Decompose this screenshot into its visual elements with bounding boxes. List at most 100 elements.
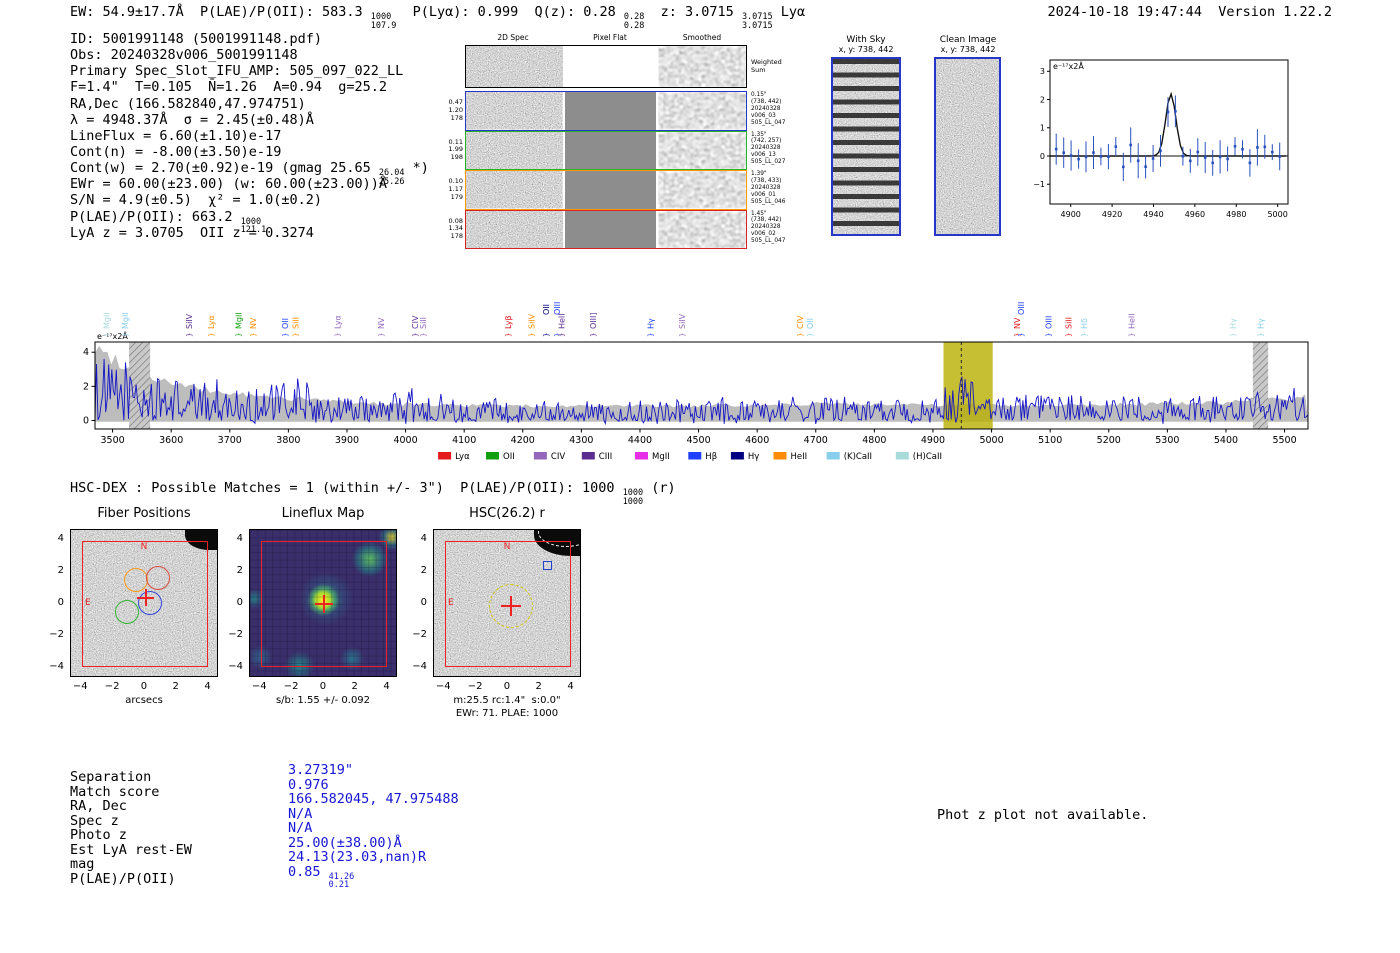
data-point — [1114, 145, 1118, 148]
plae-poii: P(LAE)/P(OII): 663.2 1000 121.1 — [70, 208, 267, 236]
info-line-small: 505_LL_027 — [751, 159, 786, 166]
weight-value: 0.11 — [448, 137, 463, 146]
fiber-circle-green — [115, 600, 139, 624]
line-label: Hγ — [1229, 318, 1238, 329]
line-label: MgII — [103, 312, 112, 329]
line-label-brace: } — [1013, 333, 1021, 337]
data-point — [1226, 157, 1229, 161]
match-field-value: 3.27319" — [288, 762, 354, 778]
weight-value: 0.10 — [448, 177, 463, 186]
data-point — [1248, 161, 1252, 165]
match-table-row: Match score 0.976 — [70, 777, 570, 800]
info-line-small: (742, 257) — [751, 138, 782, 145]
compass-north: N — [140, 542, 148, 552]
info-line-small: 505_LL_046 — [751, 198, 786, 205]
ifu-region-box — [82, 541, 208, 667]
line-label: NV — [249, 317, 258, 329]
fiber-weight-values: 0.11 1.99 198 — [443, 131, 463, 171]
match-table: Separation 3.27319" Match score 0.976 RA, De… — [70, 762, 570, 890]
match-value-text: 0.85 — [288, 863, 329, 880]
data-point — [1084, 155, 1088, 159]
match-field-value: 0.976 — [288, 776, 329, 793]
match-field-label: mag — [70, 856, 95, 873]
x-tick-label: 3500 — [100, 435, 124, 446]
legend-label: (H)CaII — [913, 452, 942, 462]
line-label: OIII — [1044, 316, 1053, 329]
line-label-brace: } — [412, 333, 420, 337]
pixel-flat-image — [564, 210, 656, 248]
spectrum-plot-area — [95, 342, 1308, 429]
x-tick-label: 5200 — [1097, 435, 1121, 446]
x-tick-label: 2 — [351, 681, 358, 692]
smoothed-col-header: Smoothed — [682, 33, 722, 42]
legend-label: Lyα — [455, 452, 470, 462]
cont-w: Cont(w) = 2.70(±0.92)e-19 (gmag 25.65 26… — [70, 160, 429, 187]
match-field-value: N/A — [288, 820, 313, 837]
match-field-label: Spec z — [70, 812, 119, 829]
y-tick-label: −2 — [49, 628, 64, 640]
lineflux-map-image — [249, 529, 397, 677]
ewr-plae-caption: EWr: 71. PLAE: 1000 — [455, 708, 559, 719]
weight-value: 198 — [450, 153, 463, 162]
y-tick-label: −4 — [49, 660, 64, 672]
cleanimage-title: Clean Image — [939, 35, 997, 45]
spec2d-row: 0.10 1.17 179 1.39" (738, 433) 20240328 v006_0… — [443, 170, 799, 210]
line-label-brace: } — [1017, 333, 1025, 337]
data-point — [1196, 150, 1200, 154]
spec2d-image — [466, 171, 563, 209]
line-label: OIII — [553, 302, 562, 315]
info-line-small: 1.45" — [751, 210, 767, 217]
x-tick-label: 4100 — [452, 435, 476, 446]
spec2d-row: 0.08 1.34 178 1.45" (738, 442) 20240328 v006_0… — [443, 209, 799, 250]
y-tick-label: 3 — [1040, 67, 1045, 76]
info-line-small: (738, 442) — [751, 98, 782, 105]
weight-value: 1.34 — [448, 224, 463, 233]
weight-value: 0.08 — [448, 216, 463, 225]
pixel-flat-image — [564, 171, 656, 209]
line-label-brace: } — [1230, 333, 1238, 337]
line-fit-plot: 4900 4920 4940 4960 4980 5000 −1 0 1 2 3 e⁻¹⁷x2Å — [1033, 59, 1289, 219]
x-tick-label: −4 — [72, 681, 88, 692]
detection-info: ID: 5001991148 (5001991148.pdf) Obs: 202… — [70, 31, 429, 241]
smoothed-image — [657, 92, 746, 130]
line-label-brace: } — [185, 333, 193, 337]
line-label: OIII — [1017, 302, 1026, 315]
y-tick-label: 0 — [57, 596, 64, 608]
spec2d-row-info: 1.35" (742, 257) 20240328 v006_13 505_LL_027 — [751, 132, 799, 167]
data-point — [1092, 151, 1095, 154]
line-label-brace: } — [796, 333, 804, 337]
line-label-brace: } — [1045, 333, 1053, 337]
full-spectrum-plot: 3500 3600 3700 3800 3900 4000 4100 4200 4300 4400… — [83, 302, 1309, 462]
detection-id: ID: 5001991148 (5001991148.pdf) — [70, 31, 322, 47]
match-field-label: Separation — [70, 769, 152, 785]
spec2d-row-images — [465, 170, 747, 210]
weight-value: 1.99 — [448, 145, 463, 154]
sky-stripes — [833, 59, 899, 234]
header-meta: 2024-10-18 19:47:44 Version 1.22.2 — [1048, 4, 1332, 20]
data-point — [1166, 110, 1170, 114]
cleanimage-coords: x, y: 738, 442 — [940, 45, 996, 54]
line-label: CIV — [411, 315, 420, 329]
match-table-row: Est LyA rest-EW 25.00(±38.00)Å — [70, 835, 570, 858]
spec2d-row-images — [465, 45, 747, 88]
lambda-sigma: λ = 4948.37Å σ = 2.45(±0.48)Å — [70, 111, 314, 128]
fiber-weight-values: 0.08 1.34 178 — [443, 210, 463, 250]
timestamp-version: 2024-10-18 19:47:44 Version 1.22.2 — [1047, 4, 1332, 20]
x-tick-label: 4940 — [1143, 210, 1163, 219]
match-field-value: N/A — [288, 805, 313, 822]
spec2d-row-info: 0.15" (738, 442) 20240328 v006_03 505_LL_047 — [751, 92, 799, 127]
line-label-brace: } — [103, 333, 111, 337]
info-line-small: v006_02 — [751, 231, 776, 238]
x-tick-label: 2 — [535, 681, 542, 692]
line-label: Lyα — [334, 315, 343, 329]
match-field-value: 166.582045, 47.975488 — [288, 791, 459, 808]
plot-frame — [1049, 59, 1289, 205]
plae-poii-range: 1000 121.1 — [240, 216, 267, 236]
header-stats: EW: 54.9±17.7Å P(LAE)/P(OII): 583.3 1000… — [70, 4, 805, 30]
legend-swatch — [533, 452, 547, 460]
info-line-small: 0.15" — [751, 92, 767, 98]
y-tick-label: −2 — [228, 628, 243, 640]
data-point — [1062, 151, 1065, 154]
x-tick-label: 5300 — [1155, 435, 1179, 446]
x-tick-label: 0 — [503, 681, 511, 692]
